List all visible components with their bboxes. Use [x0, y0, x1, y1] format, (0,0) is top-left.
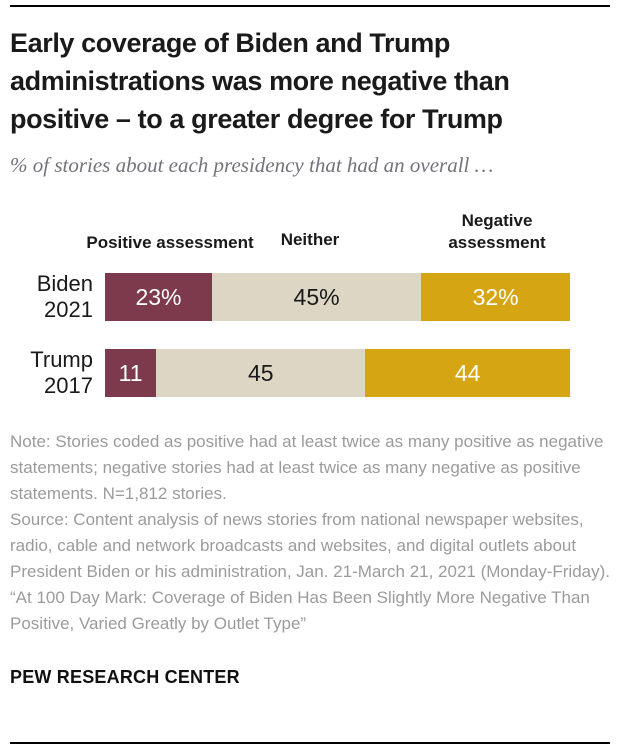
- top-divider: [10, 5, 610, 7]
- report-title-text: “At 100 Day Mark: Coverage of Biden Has …: [10, 588, 590, 633]
- bar-segment-neither: 45: [156, 349, 366, 397]
- chart-row: Biden 2021 23% 45% 32%: [10, 271, 610, 323]
- stacked-bar: 11 45 44: [105, 349, 570, 397]
- column-headers: Positive assessment Neither Negative ass…: [10, 206, 610, 254]
- pew-research-center-wordmark: PEW RESEARCH CENTER: [10, 667, 240, 687]
- note-text: Note: Stories coded as positive had at l…: [10, 432, 604, 503]
- bar-segment-negative: 44: [365, 349, 570, 397]
- chart-rows: Biden 2021 23% 45% 32% Trump 2017 11 45 44: [10, 271, 610, 399]
- stacked-bar: 23% 45% 32%: [105, 273, 570, 321]
- row-label: Trump 2017: [30, 347, 93, 398]
- chart-row: Trump 2017 11 45 44: [10, 347, 610, 399]
- chart-notes: Note: Stories coded as positive had at l…: [10, 429, 610, 637]
- bar-segment-neither: 45%: [211, 273, 422, 321]
- page-title: Early coverage of Biden and Trump admini…: [10, 28, 510, 134]
- column-header-neither: Neither: [280, 230, 340, 249]
- bar-segment-positive: 11: [105, 349, 157, 397]
- column-header-positive: Positive assessment: [86, 233, 254, 252]
- source-text: Source: Content analysis of news stories…: [10, 510, 611, 581]
- bottom-divider: [10, 742, 610, 744]
- stacked-bar-chart: Positive assessment Neither Negative ass…: [10, 206, 610, 399]
- bar-segment-negative: 32%: [421, 273, 570, 321]
- column-header-negative: Negative assessment: [448, 211, 546, 252]
- row-label: Biden 2021: [36, 271, 93, 322]
- bar-segment-positive: 23%: [105, 273, 212, 321]
- chart-subtitle: % of stories about each presidency that …: [10, 153, 494, 177]
